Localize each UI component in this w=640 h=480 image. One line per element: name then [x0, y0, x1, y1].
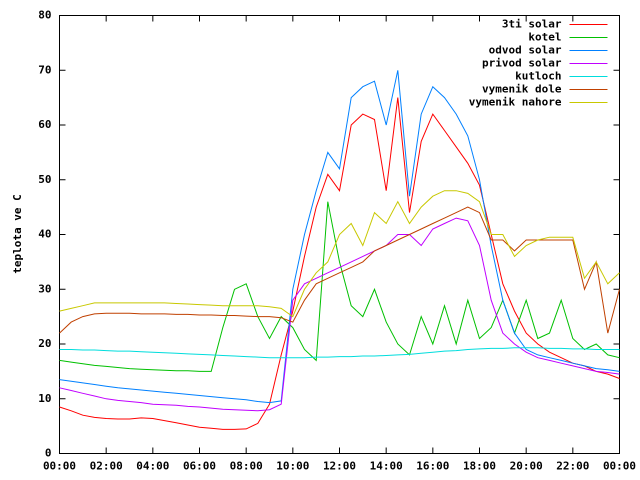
series-line: [59, 190, 620, 318]
x-tick-label: 10:00: [276, 460, 309, 473]
x-tick-label: 00:00: [603, 460, 636, 473]
y-tick-label: 50: [38, 173, 51, 186]
series-line: [59, 201, 620, 372]
x-tick-label: 20:00: [510, 460, 543, 473]
x-tick-label: 08:00: [230, 460, 263, 473]
x-tick-label: 04:00: [136, 460, 169, 473]
x-tick-label: 02:00: [90, 460, 123, 473]
y-tick-label: 10: [38, 392, 51, 405]
series-line: [59, 97, 620, 430]
x-tick-label: 12:00: [323, 460, 356, 473]
y-tick-label: 0: [45, 447, 52, 460]
y-tick-label: 40: [38, 228, 51, 241]
y-axis-label: teplota ve C: [11, 194, 24, 273]
x-tick-label: 22:00: [556, 460, 589, 473]
legend-label: vymenik dole: [482, 83, 562, 96]
series-line: [59, 217, 620, 412]
x-tick-label: 06:00: [183, 460, 216, 473]
y-tick-label: 60: [38, 118, 51, 131]
x-tick-label: 18:00: [463, 460, 496, 473]
legend-label: privod solar: [482, 57, 562, 70]
series-line: [59, 347, 620, 359]
x-tick-label: 16:00: [416, 460, 449, 473]
series-line: [59, 70, 620, 404]
x-tick-label: 00:00: [43, 460, 76, 473]
y-tick-label: 70: [38, 63, 51, 76]
y-tick-label: 80: [38, 9, 51, 22]
legend-label: odvod solar: [489, 44, 562, 57]
legend-label: vymenik nahore: [469, 96, 562, 109]
series-line: [59, 206, 620, 334]
x-tick-label: 14:00: [370, 460, 403, 473]
legend-label: kutloch: [515, 70, 561, 83]
y-tick-label: 20: [38, 337, 51, 350]
y-tick-label: 30: [38, 282, 51, 295]
legend-label: kotel: [528, 31, 561, 44]
legend-label: 3ti solar: [502, 18, 562, 31]
